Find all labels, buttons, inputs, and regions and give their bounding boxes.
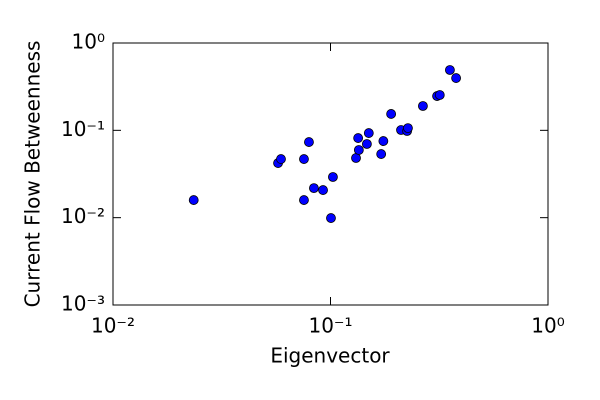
point — [378, 136, 389, 146]
point — [418, 101, 428, 111]
y-tick-label: 10⁻³ — [61, 292, 105, 316]
point — [328, 172, 338, 182]
y-tick-label: 10⁰ — [72, 30, 105, 54]
x-axis-label: Eigenvector — [270, 344, 390, 368]
point — [434, 90, 445, 100]
point — [299, 154, 309, 164]
point — [309, 183, 319, 194]
point — [353, 133, 364, 143]
point — [353, 145, 364, 155]
point — [451, 73, 462, 83]
point — [363, 128, 374, 138]
point — [376, 149, 387, 159]
y-axis-label: Current Flow Betweenness — [21, 41, 45, 308]
point — [361, 139, 372, 149]
x-tick-label: 10⁰ — [531, 314, 564, 338]
point — [299, 195, 309, 205]
x-tick-label: 10⁻² — [91, 314, 135, 338]
point — [318, 185, 328, 195]
y-tick-label: 10⁻² — [61, 204, 105, 228]
point — [188, 195, 199, 205]
point — [304, 137, 314, 147]
x-tick-label: 10⁻¹ — [308, 314, 352, 338]
y-tick-label: 10⁻¹ — [61, 117, 105, 141]
point — [326, 213, 336, 223]
point — [445, 65, 455, 75]
point — [403, 123, 413, 134]
point — [386, 109, 397, 119]
point — [276, 154, 286, 164]
